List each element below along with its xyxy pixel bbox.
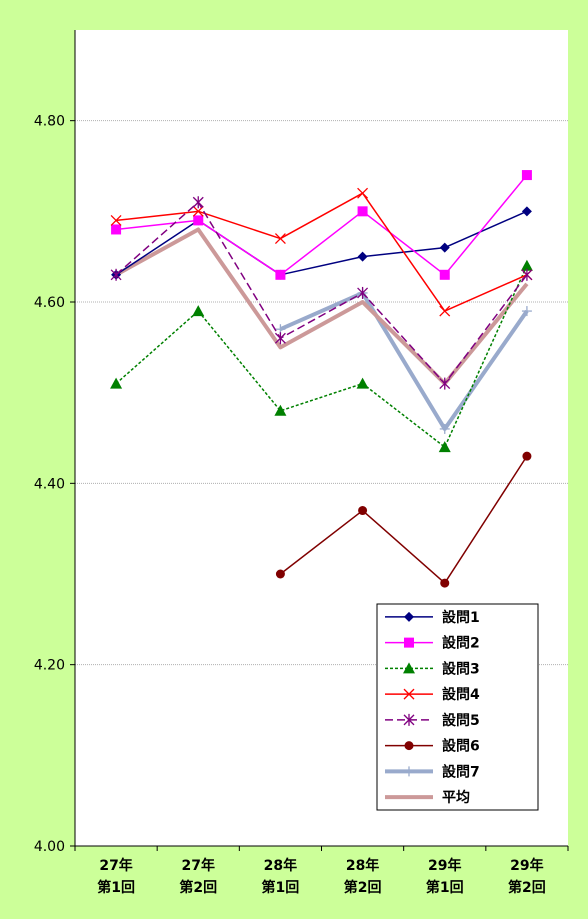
x-marker [192,205,204,217]
square-marker [275,269,286,280]
triangle-marker [520,259,533,271]
x-marker [274,233,286,244]
triangle-marker [438,441,451,453]
plus-marker [404,766,414,777]
series-8 [115,227,529,386]
x-tick-label: 29年 [428,857,461,874]
legend-label: 平均 [442,789,470,806]
diamond-marker [404,611,414,622]
triangle-marker [403,662,415,674]
star-marker [357,286,369,299]
x-tick-label: 第2回 [344,879,382,896]
series-line [279,290,529,431]
square-marker [521,170,532,181]
y-tick-label: 4.20 [34,658,65,674]
square-marker [111,224,122,235]
series-5 [110,196,533,390]
legend-label: 設問4 [442,686,480,703]
x-tick-label: 第1回 [262,879,300,896]
square-marker [439,269,450,280]
y-tick-label: 4.80 [34,114,65,130]
series-line [115,227,529,386]
x-tick-label: 29年 [510,857,543,874]
x-tick-label: 28年 [264,857,297,874]
legend-label: 設問2 [442,635,480,652]
diamond-marker [439,242,450,253]
series-line [279,455,528,584]
legend-entry: 設問3 [385,660,480,677]
x-marker [110,214,122,226]
triangle-marker [274,404,287,416]
series-2 [111,170,532,280]
series-line [115,201,528,385]
x-tick-label: 第2回 [508,879,546,896]
legend-entry: 設問7 [385,763,480,780]
legend-entry: 設問1 [385,609,480,626]
diamond-marker [521,206,532,217]
legend-label: 設問1 [442,609,480,626]
series-line [115,210,528,276]
legend-entry: 設問5 [385,712,480,729]
triangle-marker [356,377,369,389]
star-marker [110,268,122,281]
x-tick-label: 27年 [99,857,132,874]
x-tick-label: 第1回 [97,879,135,896]
series-6 [275,451,532,588]
triangle-marker [192,305,205,317]
y-tick-label: 4.40 [34,476,65,492]
legend-box [376,603,539,811]
legend-entry: 設問4 [385,686,480,703]
square-marker [193,215,204,226]
circle-marker [404,741,414,751]
legend-entry: 設問2 [385,635,480,652]
legend-label: 設問5 [442,712,480,729]
plus-marker [439,423,450,434]
legend-label: 設問6 [442,738,480,755]
star-marker [274,332,286,345]
circle-marker [275,569,285,579]
legend-label: 設問7 [442,763,480,780]
series-3 [110,259,533,453]
x-marker [403,688,415,700]
plus-marker [521,306,532,317]
legend-entry: 設問6 [385,738,480,755]
y-tick-label: 4.00 [34,839,65,855]
x-marker [357,187,369,199]
legend-entry: 平均 [385,789,470,806]
triangle-marker [110,377,123,389]
star-marker [521,268,533,281]
legend: 設問1 設問2 設問3 設問4 設問5 設問6 設問7 平均 [376,603,539,811]
star-marker [439,377,451,390]
x-tick-label: 28年 [346,857,379,874]
x-tick-label: 第2回 [179,879,217,896]
series-line [116,192,528,312]
circle-marker [358,506,368,516]
circle-marker [522,451,532,461]
series-line [116,174,528,276]
series-layer [110,170,533,588]
x-tick-label: 第1回 [426,879,464,896]
series-line [115,265,528,448]
star-marker [403,713,415,726]
y-tick-label: 4.60 [34,295,65,311]
legend-label: 設問3 [442,660,480,677]
circle-marker [440,578,450,588]
square-marker [404,637,414,648]
square-marker [357,206,368,217]
star-marker [192,196,204,209]
x-marker [439,305,451,317]
x-tick-label: 27年 [182,857,215,874]
diamond-marker [357,251,368,262]
